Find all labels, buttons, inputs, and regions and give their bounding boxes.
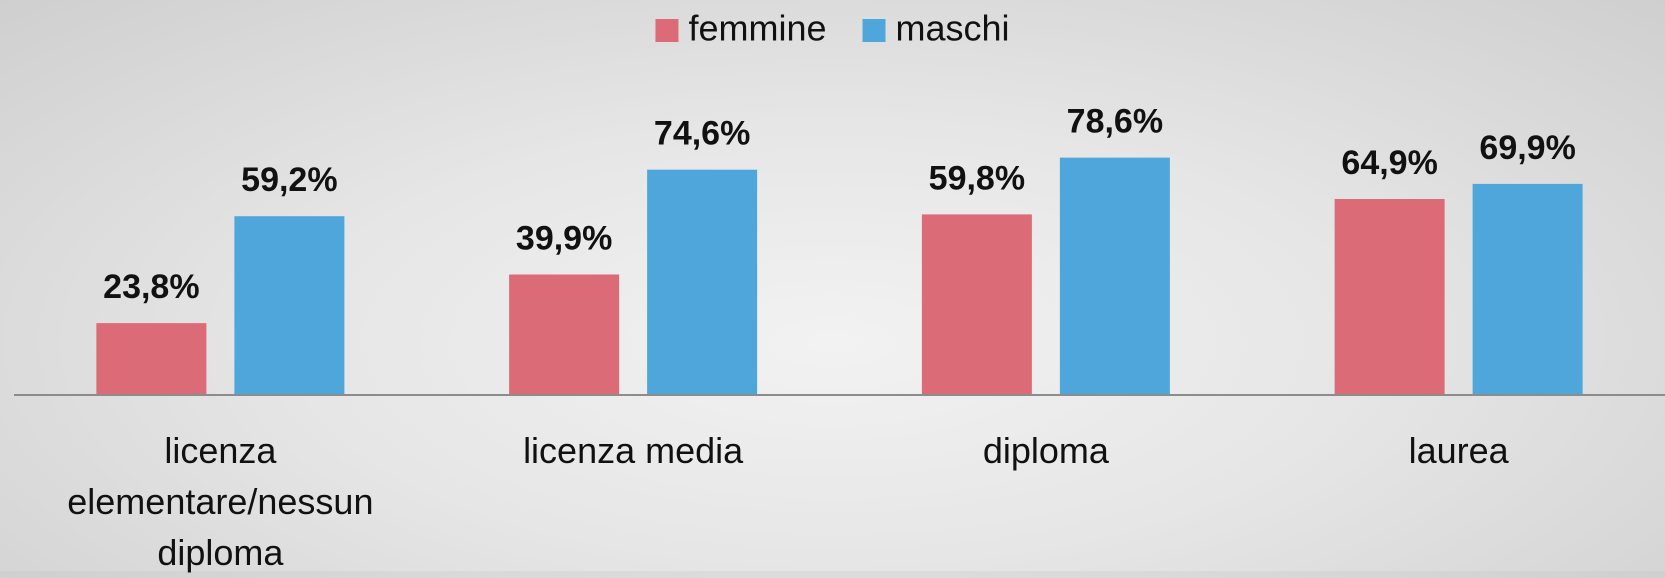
x-tick-label: diploma xyxy=(982,430,1109,471)
legend-swatch xyxy=(862,19,886,42)
bar xyxy=(1472,183,1583,395)
data-label: 64,9% xyxy=(1341,144,1437,182)
legend-label: femmine xyxy=(688,8,826,49)
bar xyxy=(921,214,1032,395)
data-label: 59,2% xyxy=(241,161,337,199)
x-tick-label: licenza media xyxy=(523,430,744,471)
bar xyxy=(509,274,620,395)
legend-swatch xyxy=(655,19,679,42)
bar xyxy=(1334,199,1445,395)
bar xyxy=(647,169,758,395)
bar xyxy=(1059,157,1170,395)
data-label: 78,6% xyxy=(1067,103,1163,141)
data-label: 23,8% xyxy=(103,268,199,306)
data-label: 59,8% xyxy=(929,159,1025,197)
legend-label: maschi xyxy=(896,8,1010,49)
data-label: 74,6% xyxy=(654,115,750,153)
data-label: 69,9% xyxy=(1479,129,1575,167)
data-label: 39,9% xyxy=(516,219,612,257)
x-tick-label: licenza elementare/nessun diploma xyxy=(67,430,374,573)
bar xyxy=(234,216,345,395)
x-tick-label: laurea xyxy=(1408,430,1509,471)
bar xyxy=(96,323,207,395)
